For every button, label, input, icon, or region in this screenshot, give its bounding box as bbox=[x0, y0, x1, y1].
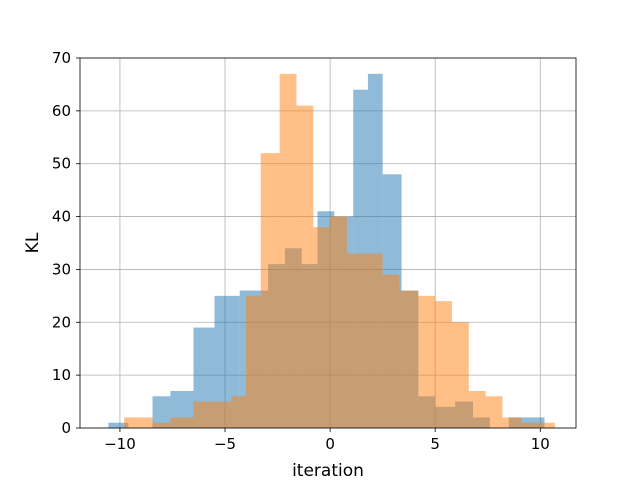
histogram-bar-series-2 bbox=[330, 216, 347, 428]
histogram-bar-series-1 bbox=[152, 396, 171, 428]
y-tick-label: 60 bbox=[52, 102, 71, 120]
histogram-bar-series-2 bbox=[246, 295, 261, 428]
histogram-bar-series-2 bbox=[132, 417, 153, 428]
histogram-bar-series-2 bbox=[399, 290, 419, 428]
histogram-bar-series-2 bbox=[193, 401, 232, 428]
histogram-bar-series-2 bbox=[152, 422, 171, 428]
histogram-bar-series-2 bbox=[418, 295, 436, 428]
x-axis-label: iteration bbox=[292, 461, 364, 480]
y-tick-label: 40 bbox=[52, 208, 71, 226]
y-tick-label: 10 bbox=[52, 366, 71, 384]
x-tick-label: 10 bbox=[531, 435, 550, 453]
histogram-bar-series-2 bbox=[468, 391, 486, 428]
y-axis-label: KL bbox=[23, 232, 43, 253]
x-tick-label: −5 bbox=[214, 435, 236, 453]
plot-frame bbox=[79, 57, 577, 429]
x-tick-label: −10 bbox=[104, 435, 136, 453]
histogram-bars bbox=[108, 73, 555, 429]
histogram-bar-series-2 bbox=[170, 417, 194, 428]
histogram-bar-series-2 bbox=[538, 422, 555, 428]
y-tick-label: 20 bbox=[52, 313, 71, 331]
axis-ticks: −10 −5 0 5 10 0 10 20 30 40 50 60 70 bbox=[52, 49, 550, 453]
histogram-bar-series-2 bbox=[296, 105, 314, 429]
x-tick-label: 5 bbox=[430, 435, 440, 453]
y-tick-label: 0 bbox=[61, 419, 71, 437]
histogram-bar-series-2 bbox=[521, 422, 539, 428]
histogram-bar-series-2 bbox=[435, 301, 452, 428]
histogram-bar-series-2 bbox=[452, 322, 469, 428]
histogram-bar-series-2 bbox=[279, 73, 297, 428]
histogram-bar-series-1 bbox=[108, 422, 129, 428]
histogram-bar-series-2 bbox=[313, 227, 331, 428]
x-tick-label: 0 bbox=[325, 435, 335, 453]
histogram-bar-series-2 bbox=[260, 153, 280, 428]
histogram-bar-series-2 bbox=[485, 396, 503, 428]
histogram-bar-series-2 bbox=[346, 253, 364, 428]
y-tick-label: 50 bbox=[52, 155, 71, 173]
y-tick-label: 30 bbox=[52, 260, 71, 278]
histogram-bar-series-2 bbox=[363, 253, 383, 428]
histogram-bar-series-2 bbox=[502, 417, 522, 428]
y-tick-label: 70 bbox=[52, 49, 71, 67]
histogram-bar-series-2 bbox=[231, 396, 247, 428]
histogram-bar-series-2 bbox=[382, 274, 400, 428]
histogram-bar-series-2 bbox=[124, 417, 133, 428]
